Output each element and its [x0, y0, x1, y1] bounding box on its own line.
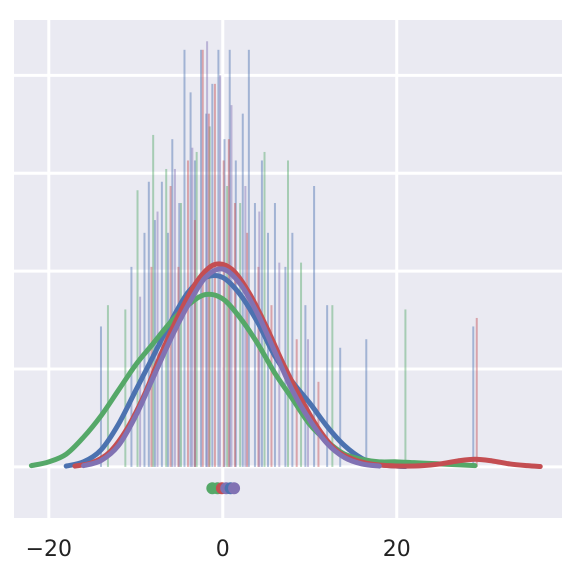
histogram-bar — [246, 232, 249, 467]
histogram-bar — [239, 203, 242, 467]
rug-markers — [206, 482, 241, 495]
x-tick-label: 20 — [383, 537, 411, 562]
plot-background — [14, 20, 562, 518]
histogram-bar — [226, 186, 229, 467]
histogram-bar — [287, 160, 289, 467]
histogram-bar — [339, 347, 342, 467]
histogram-bar — [186, 160, 189, 467]
histogram-bar — [124, 309, 127, 467]
histogram-bar — [266, 232, 269, 467]
histogram-bar — [313, 186, 316, 467]
histogram-bar — [233, 203, 236, 467]
histogram-bar — [273, 203, 276, 467]
histogram-bar — [191, 147, 194, 467]
histogram-bar — [475, 317, 478, 467]
histogram-bar — [193, 220, 196, 467]
histogram-bar — [193, 160, 196, 467]
histogram-bar — [147, 181, 150, 467]
histogram-bar — [143, 232, 146, 467]
histogram-bar — [150, 266, 153, 467]
histogram-bar — [404, 309, 407, 467]
histogram-bar — [180, 203, 183, 467]
histogram-bar — [106, 305, 109, 467]
histogram-bar — [304, 305, 307, 467]
histogram-bar — [365, 339, 368, 467]
histogram-bar — [152, 134, 155, 467]
histogram-bar — [228, 49, 231, 467]
histogram-bar — [160, 181, 163, 467]
histogram-bar — [183, 49, 186, 467]
histogram-bar — [99, 326, 102, 467]
histogram-bar — [222, 160, 225, 467]
histogram-bar — [331, 305, 334, 467]
histogram-bar — [206, 41, 209, 467]
histogram-bar — [207, 113, 210, 467]
x-axis-ticks: −20 0 20 — [26, 537, 411, 562]
histogram-bar — [165, 168, 168, 467]
histogram-bar — [195, 151, 198, 467]
histogram-bar — [217, 49, 220, 467]
histogram-bar — [200, 49, 203, 467]
histogram-bar — [205, 113, 208, 467]
histogram-bar — [270, 305, 273, 467]
histogram-bar — [201, 49, 204, 467]
histogram-bar — [300, 262, 303, 467]
x-tick-label: 0 — [216, 537, 230, 562]
kde-curve — [28, 291, 478, 469]
histogram-bar — [326, 305, 329, 467]
histogram-bar — [257, 266, 260, 467]
histogram-bar — [171, 139, 174, 467]
kde-curve — [81, 266, 382, 469]
histogram-bar — [247, 49, 250, 467]
kde-curves — [28, 261, 543, 469]
histogram-bar — [472, 326, 475, 467]
histogram-bar — [263, 151, 266, 467]
histogram-bar — [189, 92, 192, 467]
x-tick-label: −20 — [26, 537, 72, 562]
histogram-bar — [178, 203, 181, 467]
kde-curve — [63, 273, 408, 469]
histogram-bar — [291, 232, 294, 467]
histogram-bar — [258, 211, 261, 467]
histogram-bar — [136, 190, 139, 467]
rug-marker — [228, 482, 241, 495]
histogram-bar — [177, 266, 180, 467]
